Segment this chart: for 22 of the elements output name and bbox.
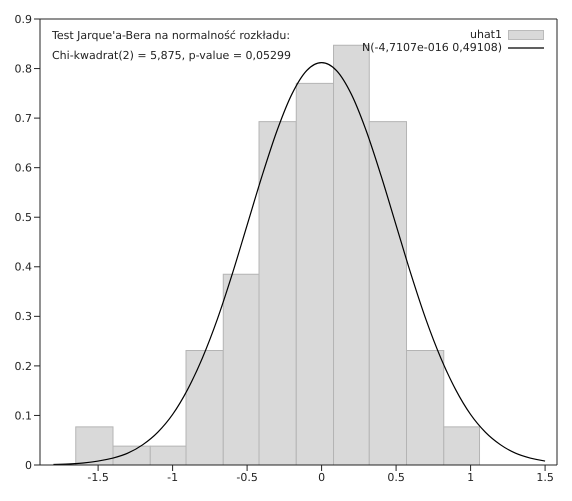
line-series bbox=[52, 62, 546, 465]
legend-label: uhat1 bbox=[470, 28, 502, 41]
annotation: Chi-kwadrat(2) = 5,875, p-value = 0,05299 bbox=[52, 48, 292, 64]
legend-label: N(-4,7107e-016 0,49108) bbox=[362, 41, 502, 54]
x-tick-label: 1.5 bbox=[536, 470, 554, 484]
y-tick-label: 0.5 bbox=[14, 211, 32, 224]
y-tick-label: 0.7 bbox=[14, 112, 32, 126]
x-tick-label: -1.5 bbox=[87, 470, 109, 484]
x-tick-label: -0.5 bbox=[236, 470, 258, 484]
x-tick-label: -1 bbox=[167, 470, 178, 484]
annotation: Test Jarque'a-Bera na normalność rozkładu: bbox=[52, 28, 292, 44]
x-tick-label: 0.5 bbox=[387, 470, 405, 484]
x-tick-label: 0 bbox=[318, 470, 326, 484]
y-tick-label: 0.2 bbox=[14, 360, 32, 373]
y-tick-label: 0.9 bbox=[14, 12, 32, 26]
y-tick-label: 0.1 bbox=[14, 409, 32, 422]
y-tick-label: 0 bbox=[25, 458, 32, 472]
y-tick-label: 0.4 bbox=[14, 260, 32, 274]
x-tick-label: 1 bbox=[467, 470, 474, 484]
y-tick-label: 0.6 bbox=[14, 162, 32, 175]
y-tick-label: 0.8 bbox=[14, 62, 32, 76]
y-tick-label: 0.3 bbox=[14, 310, 32, 324]
